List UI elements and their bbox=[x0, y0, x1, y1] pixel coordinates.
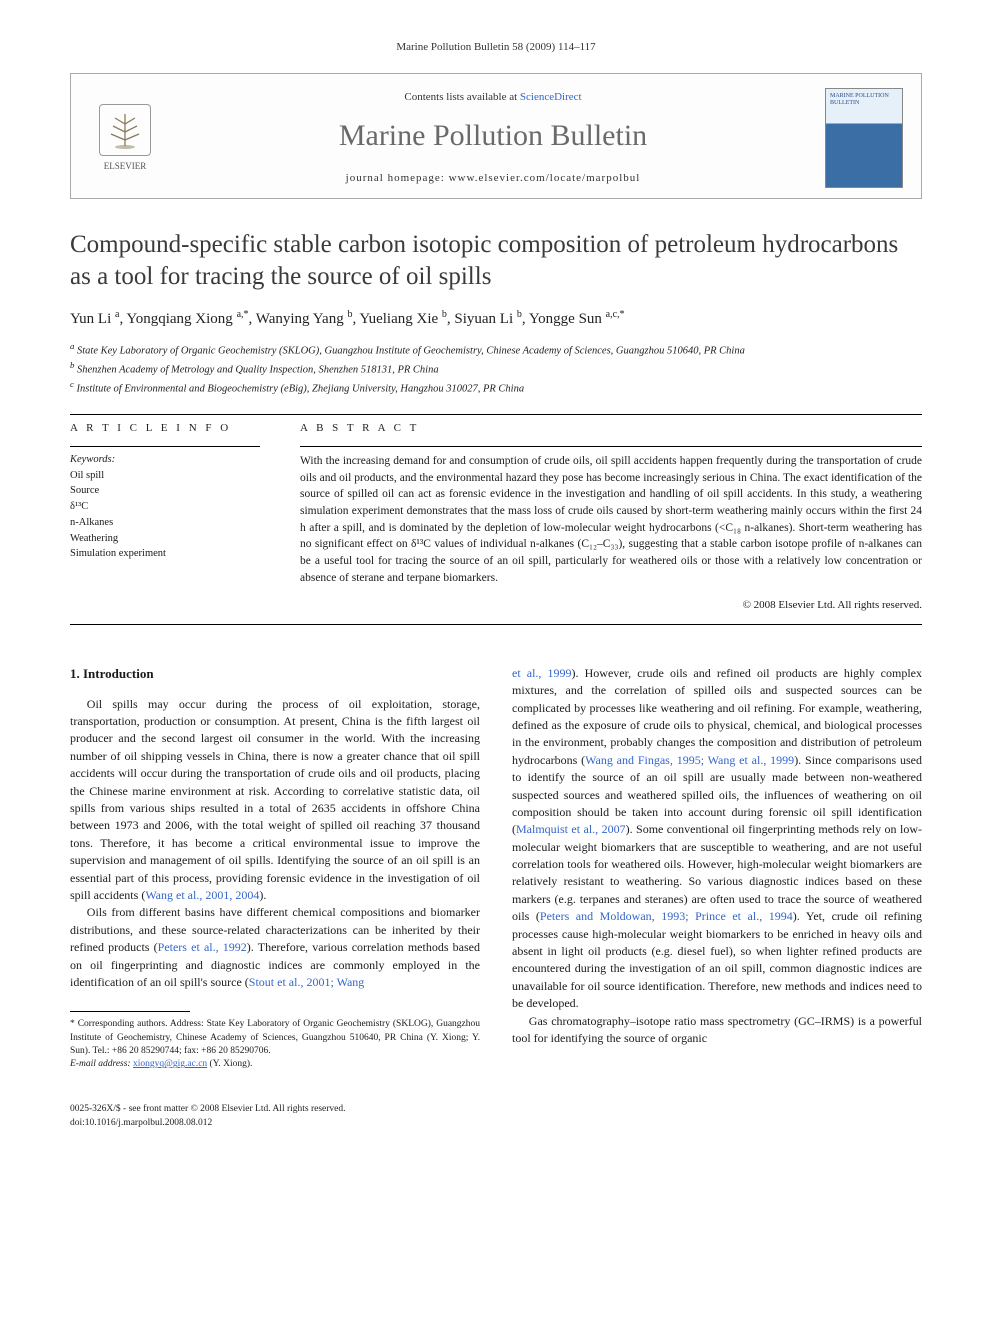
body-paragraph: Gas chromatography–isotope ratio mass sp… bbox=[512, 1013, 922, 1048]
running-head: Marine Pollution Bulletin 58 (2009) 114–… bbox=[70, 40, 922, 55]
article-info-column: A R T I C L E I N F O Keywords: Oil spil… bbox=[70, 421, 260, 614]
publisher-name: ELSEVIER bbox=[104, 160, 147, 173]
body-paragraph: et al., 1999). However, crude oils and r… bbox=[512, 665, 922, 1013]
journal-cover-thumbnail: MARINE POLLUTION BULLETIN bbox=[825, 88, 903, 188]
corresponding-email[interactable]: xiongyq@gig.ac.cn bbox=[133, 1059, 207, 1069]
email-footnote: E-mail address: xiongyq@gig.ac.cn (Y. Xi… bbox=[70, 1058, 480, 1071]
footnote-divider bbox=[70, 1011, 190, 1012]
abstract-text: With the increasing demand for and consu… bbox=[300, 453, 922, 586]
keyword: Weathering bbox=[70, 531, 260, 547]
footer-doi: doi:10.1016/j.marpolbul.2008.08.012 bbox=[70, 1117, 346, 1130]
divider bbox=[300, 446, 922, 447]
journal-header: ELSEVIER Contents lists available at Sci… bbox=[70, 73, 922, 199]
keyword: Simulation experiment bbox=[70, 546, 260, 562]
journal-name: Marine Pollution Bulletin bbox=[179, 115, 807, 157]
divider bbox=[70, 624, 922, 625]
contents-prefix: Contents lists available at bbox=[404, 91, 519, 103]
abstract-heading: A B S T R A C T bbox=[300, 421, 922, 436]
affiliation: b Shenzhen Academy of Metrology and Qual… bbox=[70, 359, 922, 378]
keyword: Source bbox=[70, 483, 260, 499]
divider bbox=[70, 446, 260, 447]
body-paragraph: Oil spills may occur during the process … bbox=[70, 696, 480, 905]
page-footer: 0025-326X/$ - see front matter © 2008 El… bbox=[70, 1103, 922, 1130]
keywords-label: Keywords: bbox=[70, 453, 260, 468]
abstract-copyright: © 2008 Elsevier Ltd. All rights reserved… bbox=[300, 598, 922, 613]
affiliations: a State Key Laboratory of Organic Geoche… bbox=[70, 340, 922, 398]
homepage-prefix: journal homepage: bbox=[346, 172, 449, 184]
email-who: (Y. Xiong). bbox=[210, 1059, 253, 1069]
keyword: Oil spill bbox=[70, 468, 260, 484]
affiliation: c Institute of Environmental and Biogeoc… bbox=[70, 378, 922, 397]
footer-issn: 0025-326X/$ - see front matter © 2008 El… bbox=[70, 1103, 346, 1116]
journal-homepage: journal homepage: www.elsevier.com/locat… bbox=[179, 171, 807, 186]
elsevier-logo: ELSEVIER bbox=[89, 98, 161, 178]
body-right-column: et al., 1999). However, crude oils and r… bbox=[512, 665, 922, 1072]
sciencedirect-link[interactable]: ScienceDirect bbox=[520, 91, 582, 103]
contents-line: Contents lists available at ScienceDirec… bbox=[179, 90, 807, 105]
keywords-list: Oil spillSourceδ¹³Cn-AlkanesWeatheringSi… bbox=[70, 468, 260, 563]
authors-line: Yun Li a, Yongqiang Xiong a,*, Wanying Y… bbox=[70, 308, 922, 330]
article-info-heading: A R T I C L E I N F O bbox=[70, 421, 260, 436]
homepage-url[interactable]: www.elsevier.com/locate/marpolbul bbox=[449, 172, 641, 184]
email-label: E-mail address: bbox=[70, 1059, 131, 1069]
keyword: δ¹³C bbox=[70, 499, 260, 515]
introduction-heading: 1. Introduction bbox=[70, 665, 480, 684]
divider bbox=[70, 414, 922, 415]
keyword: n-Alkanes bbox=[70, 515, 260, 531]
cover-title: MARINE POLLUTION BULLETIN bbox=[830, 93, 898, 106]
body-paragraph: Oils from different basins have differen… bbox=[70, 904, 480, 991]
article-title: Compound-specific stable carbon isotopic… bbox=[70, 229, 922, 292]
affiliation: a State Key Laboratory of Organic Geoche… bbox=[70, 340, 922, 359]
body-left-column: 1. Introduction Oil spills may occur dur… bbox=[70, 665, 480, 1072]
elsevier-tree-icon bbox=[99, 104, 151, 156]
abstract-column: A B S T R A C T With the increasing dema… bbox=[300, 421, 922, 614]
corresponding-footnote: * Corresponding authors. Address: State … bbox=[70, 1018, 480, 1058]
